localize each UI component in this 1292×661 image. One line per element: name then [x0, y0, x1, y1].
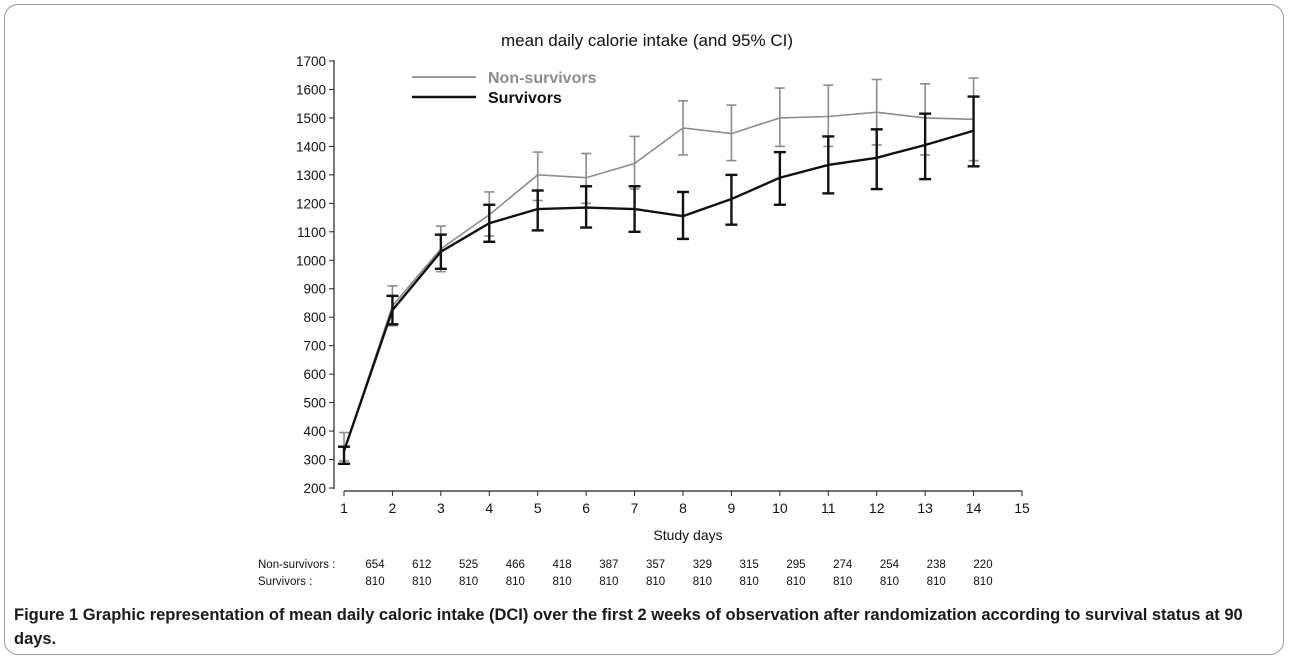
line-chart: mean daily calorie intake (and 95% CI) 2…	[258, 31, 1030, 588]
y-tick-label: 600	[303, 367, 326, 382]
x-tick-label: 8	[679, 500, 687, 516]
legend: Non-survivors Survivors	[412, 70, 597, 107]
error-bar	[919, 112, 932, 181]
risk-table-cell: 810	[506, 576, 525, 588]
y-tick-label: 900	[303, 282, 326, 297]
x-tick-label: 6	[582, 500, 590, 516]
x-tick-label: 5	[534, 500, 542, 516]
risk-table-cell: 654	[365, 559, 385, 571]
y-tick-label: 1100	[297, 225, 326, 240]
risk-table-cell: 810	[880, 576, 899, 588]
y-tick-label: 1000	[296, 253, 326, 268]
risk-table-row-label: Non-survivors :	[258, 559, 335, 571]
risk-table-cell: 810	[740, 576, 759, 588]
risk-table-cell: 810	[786, 576, 805, 588]
x-tick-label: 15	[1014, 500, 1030, 516]
risk-table-row-label: Survivors :	[258, 576, 312, 588]
risk-table: Non-survivors : 654 612 525 466 418 387 357 329 3…	[258, 559, 993, 588]
risk-table-cell: 612	[412, 559, 431, 571]
y-tick-label: 1400	[296, 139, 326, 154]
y-tick-label: 1500	[296, 111, 326, 126]
y-tick-label: 300	[303, 453, 326, 468]
x-tick-label: 3	[437, 500, 445, 516]
x-tick-label: 10	[772, 500, 788, 516]
error-bar	[967, 95, 980, 168]
risk-table-cell: 295	[786, 559, 805, 571]
x-tick-label: 2	[389, 500, 397, 516]
risk-table-cell: 810	[927, 576, 946, 588]
error-bar	[338, 445, 350, 466]
legend-label: Non-survivors	[488, 70, 597, 87]
risk-table-cell: 810	[552, 576, 571, 588]
x-tick-label: 14	[966, 500, 982, 516]
chart-title: mean daily calorie intake (and 95% CI)	[501, 31, 793, 50]
risk-table-cell: 810	[412, 576, 431, 588]
series-line	[343, 111, 974, 452]
y-tick-label: 700	[303, 339, 326, 354]
y-tick-label: 1200	[296, 196, 326, 211]
x-tick-label: 9	[728, 500, 736, 516]
y-tick-label: 800	[303, 310, 326, 325]
risk-table-cell: 387	[599, 559, 618, 571]
series-line	[342, 129, 974, 452]
x-tick-label: 7	[631, 500, 639, 516]
y-tick-label: 1600	[296, 82, 326, 97]
series-survivors	[338, 95, 980, 466]
risk-table-cell: 466	[506, 559, 525, 571]
x-tick-label: 11	[821, 500, 836, 516]
x-tick-label: 12	[869, 500, 885, 516]
x-axis-label: Study days	[653, 527, 722, 543]
y-tick-label: 1300	[296, 168, 326, 183]
risk-table-cell: 254	[880, 559, 900, 571]
error-bar	[870, 128, 883, 191]
risk-table-cell: 220	[973, 559, 992, 571]
error-bar	[773, 150, 786, 206]
risk-table-cell: 525	[459, 559, 478, 571]
y-tick-label: 500	[303, 396, 326, 411]
error-bar	[580, 185, 593, 229]
risk-table-cell: 810	[973, 576, 992, 588]
error-bar	[774, 87, 785, 148]
x-tick-label: 1	[340, 500, 348, 516]
risk-table-cell: 357	[646, 559, 665, 571]
error-bar	[726, 104, 737, 162]
error-bar	[677, 190, 689, 241]
risk-table-cell: 238	[927, 559, 946, 571]
figure-caption: Figure 1 Graphic representation of mean …	[14, 603, 1276, 651]
x-tick-label: 4	[485, 500, 493, 516]
legend-label: Survivors	[488, 90, 562, 107]
risk-table-cell: 810	[833, 576, 852, 588]
error-bar	[629, 135, 640, 190]
y-tick-label: 1700	[296, 54, 326, 69]
caption-text: Graphic representation of mean daily cal…	[14, 606, 1243, 648]
error-bar	[725, 173, 738, 226]
caption-label: Figure 1	[14, 606, 83, 624]
risk-table-cell: 810	[646, 576, 665, 588]
risk-table-cell: 329	[693, 559, 712, 571]
risk-table-cell: 810	[365, 576, 384, 588]
risk-table-cell: 810	[599, 576, 618, 588]
error-bar	[531, 189, 544, 232]
risk-table-cell: 418	[552, 559, 571, 571]
x-tick-label: 13	[917, 500, 933, 516]
series-layer	[338, 77, 980, 466]
risk-table-cell: 274	[833, 559, 853, 571]
risk-table-cell: 315	[740, 559, 759, 571]
axes: 200 300 400 500 600 700 800 900 1000 1100 1200 1300…	[296, 54, 1030, 516]
risk-table-cell: 810	[693, 576, 712, 588]
y-tick-label: 400	[303, 424, 326, 439]
figure-frame	[4, 4, 1284, 655]
risk-table-cell: 810	[459, 576, 478, 588]
y-tick-label: 200	[303, 481, 326, 496]
